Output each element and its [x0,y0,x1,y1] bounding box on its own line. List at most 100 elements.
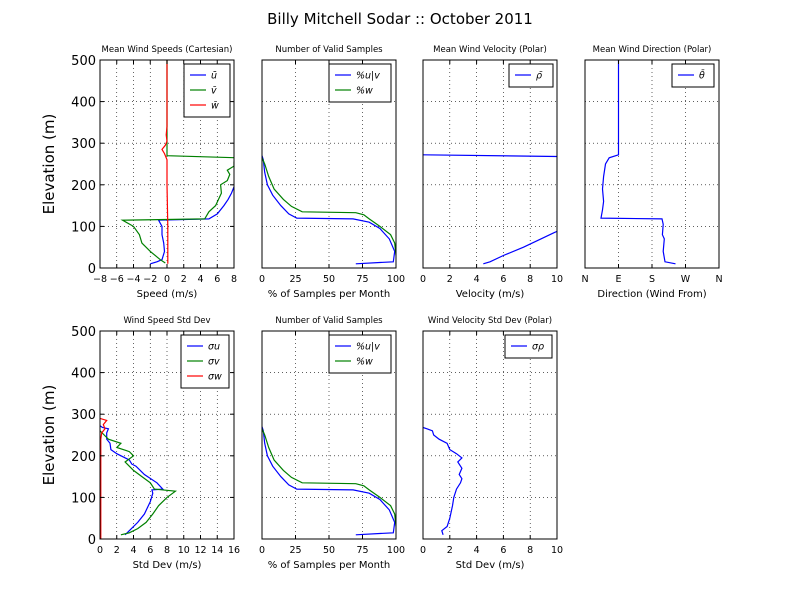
figure-title: Billy Mitchell Sodar :: October 2011 [267,10,533,28]
x-axis-label: % of Samples per Month [268,289,391,300]
panel-title: Wind Velocity Std Dev (Polar) [428,316,552,326]
y-tick-label: 500 [71,325,96,340]
legend-label: v̄ [211,86,217,97]
x-tick-label: 25 [289,545,301,556]
x-axis-label: Std Dev (m/s) [133,560,202,571]
legend-label: σw [208,372,222,383]
x-tick-label: 8 [527,274,533,285]
x-tick-label: 75 [356,274,368,285]
x-tick-label: 0 [259,545,265,556]
legend: %u|v %w [328,63,392,103]
legend: σu σv σw [180,334,230,389]
panel-title: Mean Wind Velocity (Polar) [433,45,547,55]
x-tick-label: 0 [420,274,426,285]
x-tick-label: 75 [356,545,368,556]
legend-label: %w [356,86,373,97]
series-group [262,426,396,536]
panel-title: Wind Speed Std Dev [123,316,210,326]
y-tick-label: 300 [71,137,96,152]
x-tick-label: 6 [500,545,506,556]
legend: ū v̄ w̄ [183,63,231,118]
series-line-3 [100,417,108,539]
x-tick-label: 0 [164,274,170,285]
y-tick-label: 100 [71,491,96,506]
legend-label: ū [211,71,217,82]
legend: %u|v %w [328,334,392,374]
x-tick-label: 4 [130,545,136,556]
chart-panel-6: Number of Valid Samples 0 25 50 75 100 % of Sa… [259,316,405,571]
series-line-2 [120,60,234,264]
panel-title: Mean Wind Direction (Polar) [593,45,712,55]
series-line-3 [161,60,169,264]
legend-box [328,63,392,103]
series-group [423,154,557,265]
y-tick-label: 400 [71,367,96,382]
legend: θ̄ [671,63,715,88]
x-tick-label: E [615,274,621,285]
x-tick-label: W [681,274,691,285]
x-tick-label: 4 [474,274,480,285]
x-tick-label: 16 [228,545,240,556]
series-group [100,417,178,539]
chart-panel-3: Mean Wind Velocity (Polar) 0 2 4 6 8 10 Velocit… [420,45,563,300]
x-tick-label: 14 [211,545,223,556]
series-line-1 [600,60,676,265]
y-tick-label: 300 [71,408,96,423]
x-axis-label: % of Samples per Month [268,560,391,571]
series-line-1 [262,155,396,265]
legend-label: θ̄ [699,70,705,82]
series-line-1 [100,425,165,536]
y-tick-label: 0 [88,533,96,548]
x-axis-label: Velocity (m/s) [456,289,525,300]
series-group [120,60,234,265]
x-tick-label: 10 [551,545,563,556]
x-tick-label: 10 [551,274,563,285]
series-group [262,155,396,265]
series-line-1 [423,426,463,535]
series-line-2 [262,157,396,256]
x-tick-label: 6 [214,274,220,285]
series-line-2 [100,430,178,536]
chart-panel-1: Mean Wind Speeds (Cartesian)−8 −6 −4 −2 0 2 4 6… [40,45,237,300]
x-tick-label: 0 [259,274,265,285]
x-tick-label: S [649,274,655,285]
axes-frame [422,59,558,269]
y-tick-label: 0 [88,262,96,277]
x-tick-label: −8 [93,274,107,285]
series-line-1 [262,426,396,536]
legend-label: %w [356,357,373,368]
chart-panel-4: Mean Wind Direction (Polar) N E S W N Directio… [581,45,722,300]
panel-title: Number of Valid Samples [275,45,383,55]
legend-box [504,334,553,359]
x-tick-label: −6 [110,274,124,285]
x-tick-label: 2 [447,274,453,285]
y-axis-label: Elevation (m) [40,385,58,486]
x-tick-label: 100 [387,274,405,285]
series-line-1 [150,185,234,265]
x-tick-label: 12 [194,545,206,556]
legend-label: σu [208,342,220,353]
legend: σρ [504,334,553,359]
chart-panel-7: Wind Velocity Std Dev (Polar) 0 2 4 6 8 10 Std … [420,316,563,571]
x-tick-label: −4 [126,274,140,285]
x-tick-label: 0 [97,545,103,556]
x-tick-label: 2 [114,545,120,556]
axes-frame [422,330,558,540]
x-axis-label: Speed (m/s) [137,289,198,300]
x-tick-label: 25 [289,274,301,285]
legend-box [328,334,392,374]
panel-title: Mean Wind Speeds (Cartesian) [102,45,233,55]
x-tick-label: 6 [500,274,506,285]
legend-label: w̄ [211,101,219,112]
x-tick-label: 2 [447,545,453,556]
chart-panel-2: Number of Valid Samples 0 25 50 75 100 % of Sa… [259,45,405,300]
x-tick-label: N [581,274,588,285]
series-group [600,60,676,265]
series-group [423,426,463,535]
legend-label: %u|v [356,71,380,82]
x-axis-label: Std Dev (m/s) [456,560,525,571]
legend-label: ρ̄ [536,71,543,82]
x-tick-label: 50 [323,274,335,285]
